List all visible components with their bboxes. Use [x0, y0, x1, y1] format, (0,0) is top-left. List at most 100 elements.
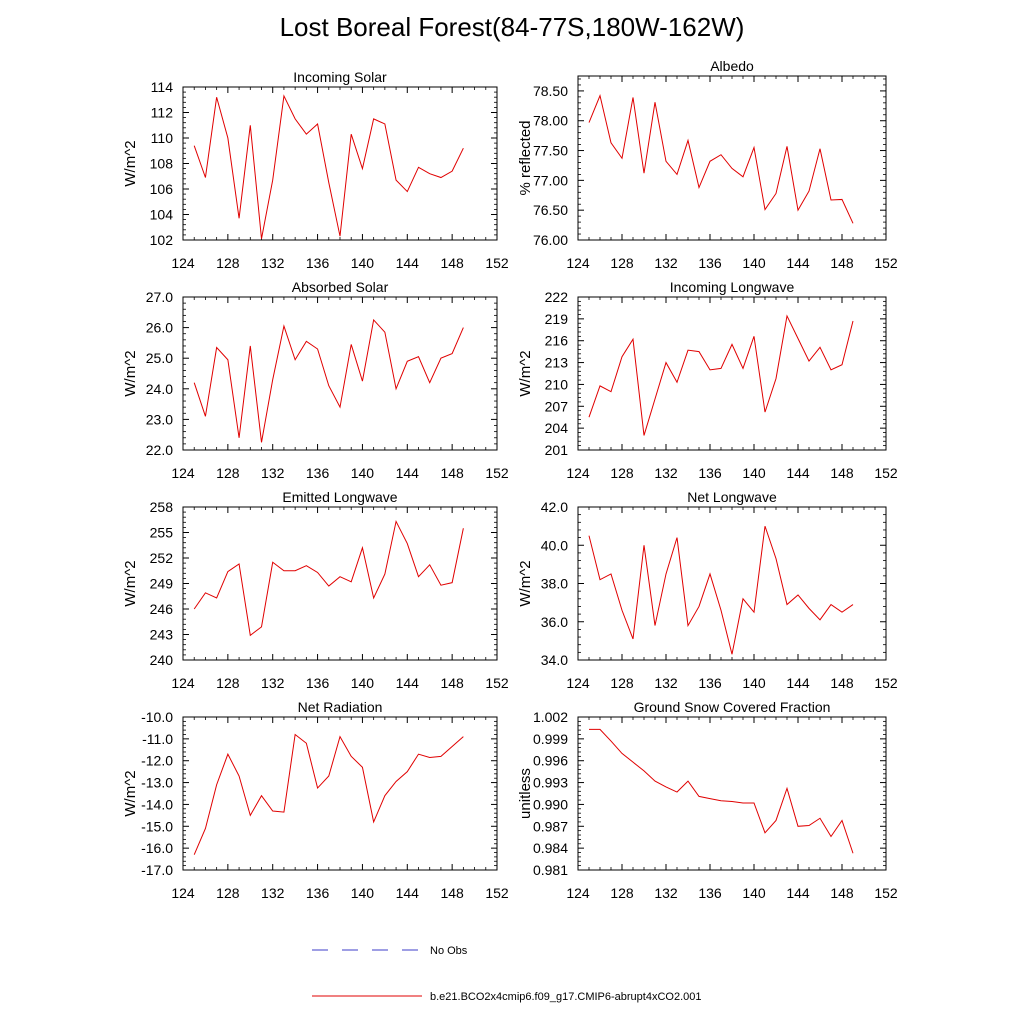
x-tick-label: 124: [171, 255, 195, 271]
x-tick-label: 140: [351, 675, 375, 691]
panel-title: Emitted Longwave: [282, 489, 397, 505]
x-tick-label: 144: [786, 885, 810, 901]
y-tick-label: 207: [545, 398, 569, 414]
x-tick-label: 140: [742, 255, 766, 271]
x-tick-label: 140: [742, 885, 766, 901]
y-tick-label: 40.0: [541, 537, 568, 553]
x-tick-label: 136: [698, 465, 722, 481]
x-tick-label: 152: [874, 885, 898, 901]
panel-3: 124 128 132 136 140 144 148 152 22.0 23.0 24.0 25.0…: [122, 279, 509, 481]
y-tick-label: -14.0: [141, 796, 173, 812]
plot-frame: [577, 296, 887, 451]
x-tick-label: 132: [654, 465, 678, 481]
y-tick-label: 26.0: [146, 320, 173, 336]
x-tick-label: 128: [610, 255, 634, 271]
y-tick-label: 0.996: [533, 753, 568, 769]
x-tick-label: 148: [830, 675, 854, 691]
x-tick-label: 124: [171, 465, 195, 481]
y-tick-label: -11.0: [142, 731, 173, 747]
y-tick-label: 204: [545, 420, 569, 436]
panel-1: 124 128 132 136 140 144 148 152 102 104 106 108 110 1…: [122, 69, 509, 271]
panel-title: Incoming Longwave: [670, 279, 795, 295]
x-tick-label: 128: [216, 885, 240, 901]
y-axis-label: W/m^2: [517, 350, 534, 396]
x-tick-label: 152: [874, 465, 898, 481]
y-tick-label: 216: [545, 333, 569, 349]
x-tick-label: 136: [306, 465, 330, 481]
x-tick-label: 140: [351, 465, 375, 481]
x-tick-label: 124: [171, 675, 195, 691]
series-line: [193, 519, 464, 637]
y-tick-label: -15.0: [141, 818, 173, 834]
x-tick-label: 152: [485, 255, 509, 271]
y-tick-label: 104: [150, 207, 174, 223]
series-line: [588, 314, 854, 436]
panel-6: 124 128 132 136 140 144 148 152 34.0 36.0 38.0 40.0…: [517, 489, 898, 691]
series-line: [588, 94, 854, 224]
x-tick-label: 144: [396, 675, 420, 691]
y-tick-label: 252: [150, 550, 174, 566]
y-tick-label: 77.00: [533, 172, 568, 188]
x-tick-label: 144: [786, 255, 810, 271]
y-tick-label: 76.00: [533, 232, 568, 248]
panel-title: Incoming Solar: [293, 69, 387, 85]
y-tick-label: 213: [545, 355, 569, 371]
y-tick-label: -10.0: [141, 709, 173, 725]
x-tick-label: 144: [396, 885, 420, 901]
y-tick-label: 25.0: [146, 350, 173, 366]
y-tick-label: 246: [150, 601, 174, 617]
x-tick-label: 140: [742, 465, 766, 481]
x-tick-label: 128: [216, 675, 240, 691]
y-tick-label: 38.0: [541, 576, 568, 592]
x-tick-label: 136: [698, 255, 722, 271]
y-tick-label: 24.0: [146, 381, 173, 397]
x-tick-label: 136: [698, 885, 722, 901]
y-tick-label: 34.0: [541, 652, 568, 668]
plot-frame: [577, 75, 887, 241]
x-tick-label: 140: [742, 675, 766, 691]
x-tick-label: 148: [830, 255, 854, 271]
panel-4: 124 128 132 136 140 144 148 152 201 204 207 210 213 2…: [517, 279, 898, 481]
x-tick-label: 128: [610, 885, 634, 901]
x-tick-label: 152: [485, 885, 509, 901]
y-tick-label: 78.00: [533, 113, 568, 129]
x-tick-label: 152: [485, 465, 509, 481]
y-tick-label: 0.993: [533, 775, 568, 791]
x-tick-label: 132: [261, 465, 285, 481]
y-tick-label: 76.50: [533, 202, 568, 218]
y-axis-label: W/m^2: [122, 350, 139, 396]
x-tick-label: 136: [306, 885, 330, 901]
x-tick-label: 148: [440, 255, 464, 271]
legend-label: b.e21.BCO2x4cmip6.f09_g17.CMIP6-abrupt4x…: [430, 991, 702, 1003]
x-tick-label: 124: [566, 465, 590, 481]
x-tick-label: 132: [654, 255, 678, 271]
series-line: [589, 728, 854, 854]
x-tick-label: 132: [654, 675, 678, 691]
plot-frame: [182, 716, 498, 871]
y-tick-label: 0.981: [533, 862, 568, 878]
y-axis-label: % reflected: [517, 120, 534, 195]
y-tick-label: 258: [150, 499, 174, 515]
y-tick-label: 102: [150, 232, 174, 248]
panel-title: Net Longwave: [687, 489, 777, 505]
y-tick-label: 243: [150, 627, 174, 643]
x-tick-label: 148: [440, 675, 464, 691]
y-tick-label: 27.0: [146, 289, 173, 305]
y-tick-label: 0.984: [533, 840, 568, 856]
series-line: [193, 318, 464, 443]
x-tick-label: 124: [171, 885, 195, 901]
x-tick-label: 140: [351, 255, 375, 271]
plot-frame: [577, 716, 887, 871]
x-tick-label: 128: [610, 675, 634, 691]
x-tick-label: 144: [786, 675, 810, 691]
x-tick-label: 144: [396, 255, 420, 271]
plot-frame: [577, 506, 887, 661]
y-tick-label: 255: [150, 525, 174, 541]
x-tick-label: 148: [830, 465, 854, 481]
y-tick-label: 1.002: [533, 709, 568, 725]
legend: No Obs b.e21.BCO2x4cmip6.f09_g17.CMIP6-ab…: [312, 945, 702, 1003]
y-tick-label: 112: [151, 105, 174, 121]
x-tick-label: 124: [566, 255, 590, 271]
series-line: [193, 94, 464, 239]
panel-title: Ground Snow Covered Fraction: [634, 699, 831, 715]
